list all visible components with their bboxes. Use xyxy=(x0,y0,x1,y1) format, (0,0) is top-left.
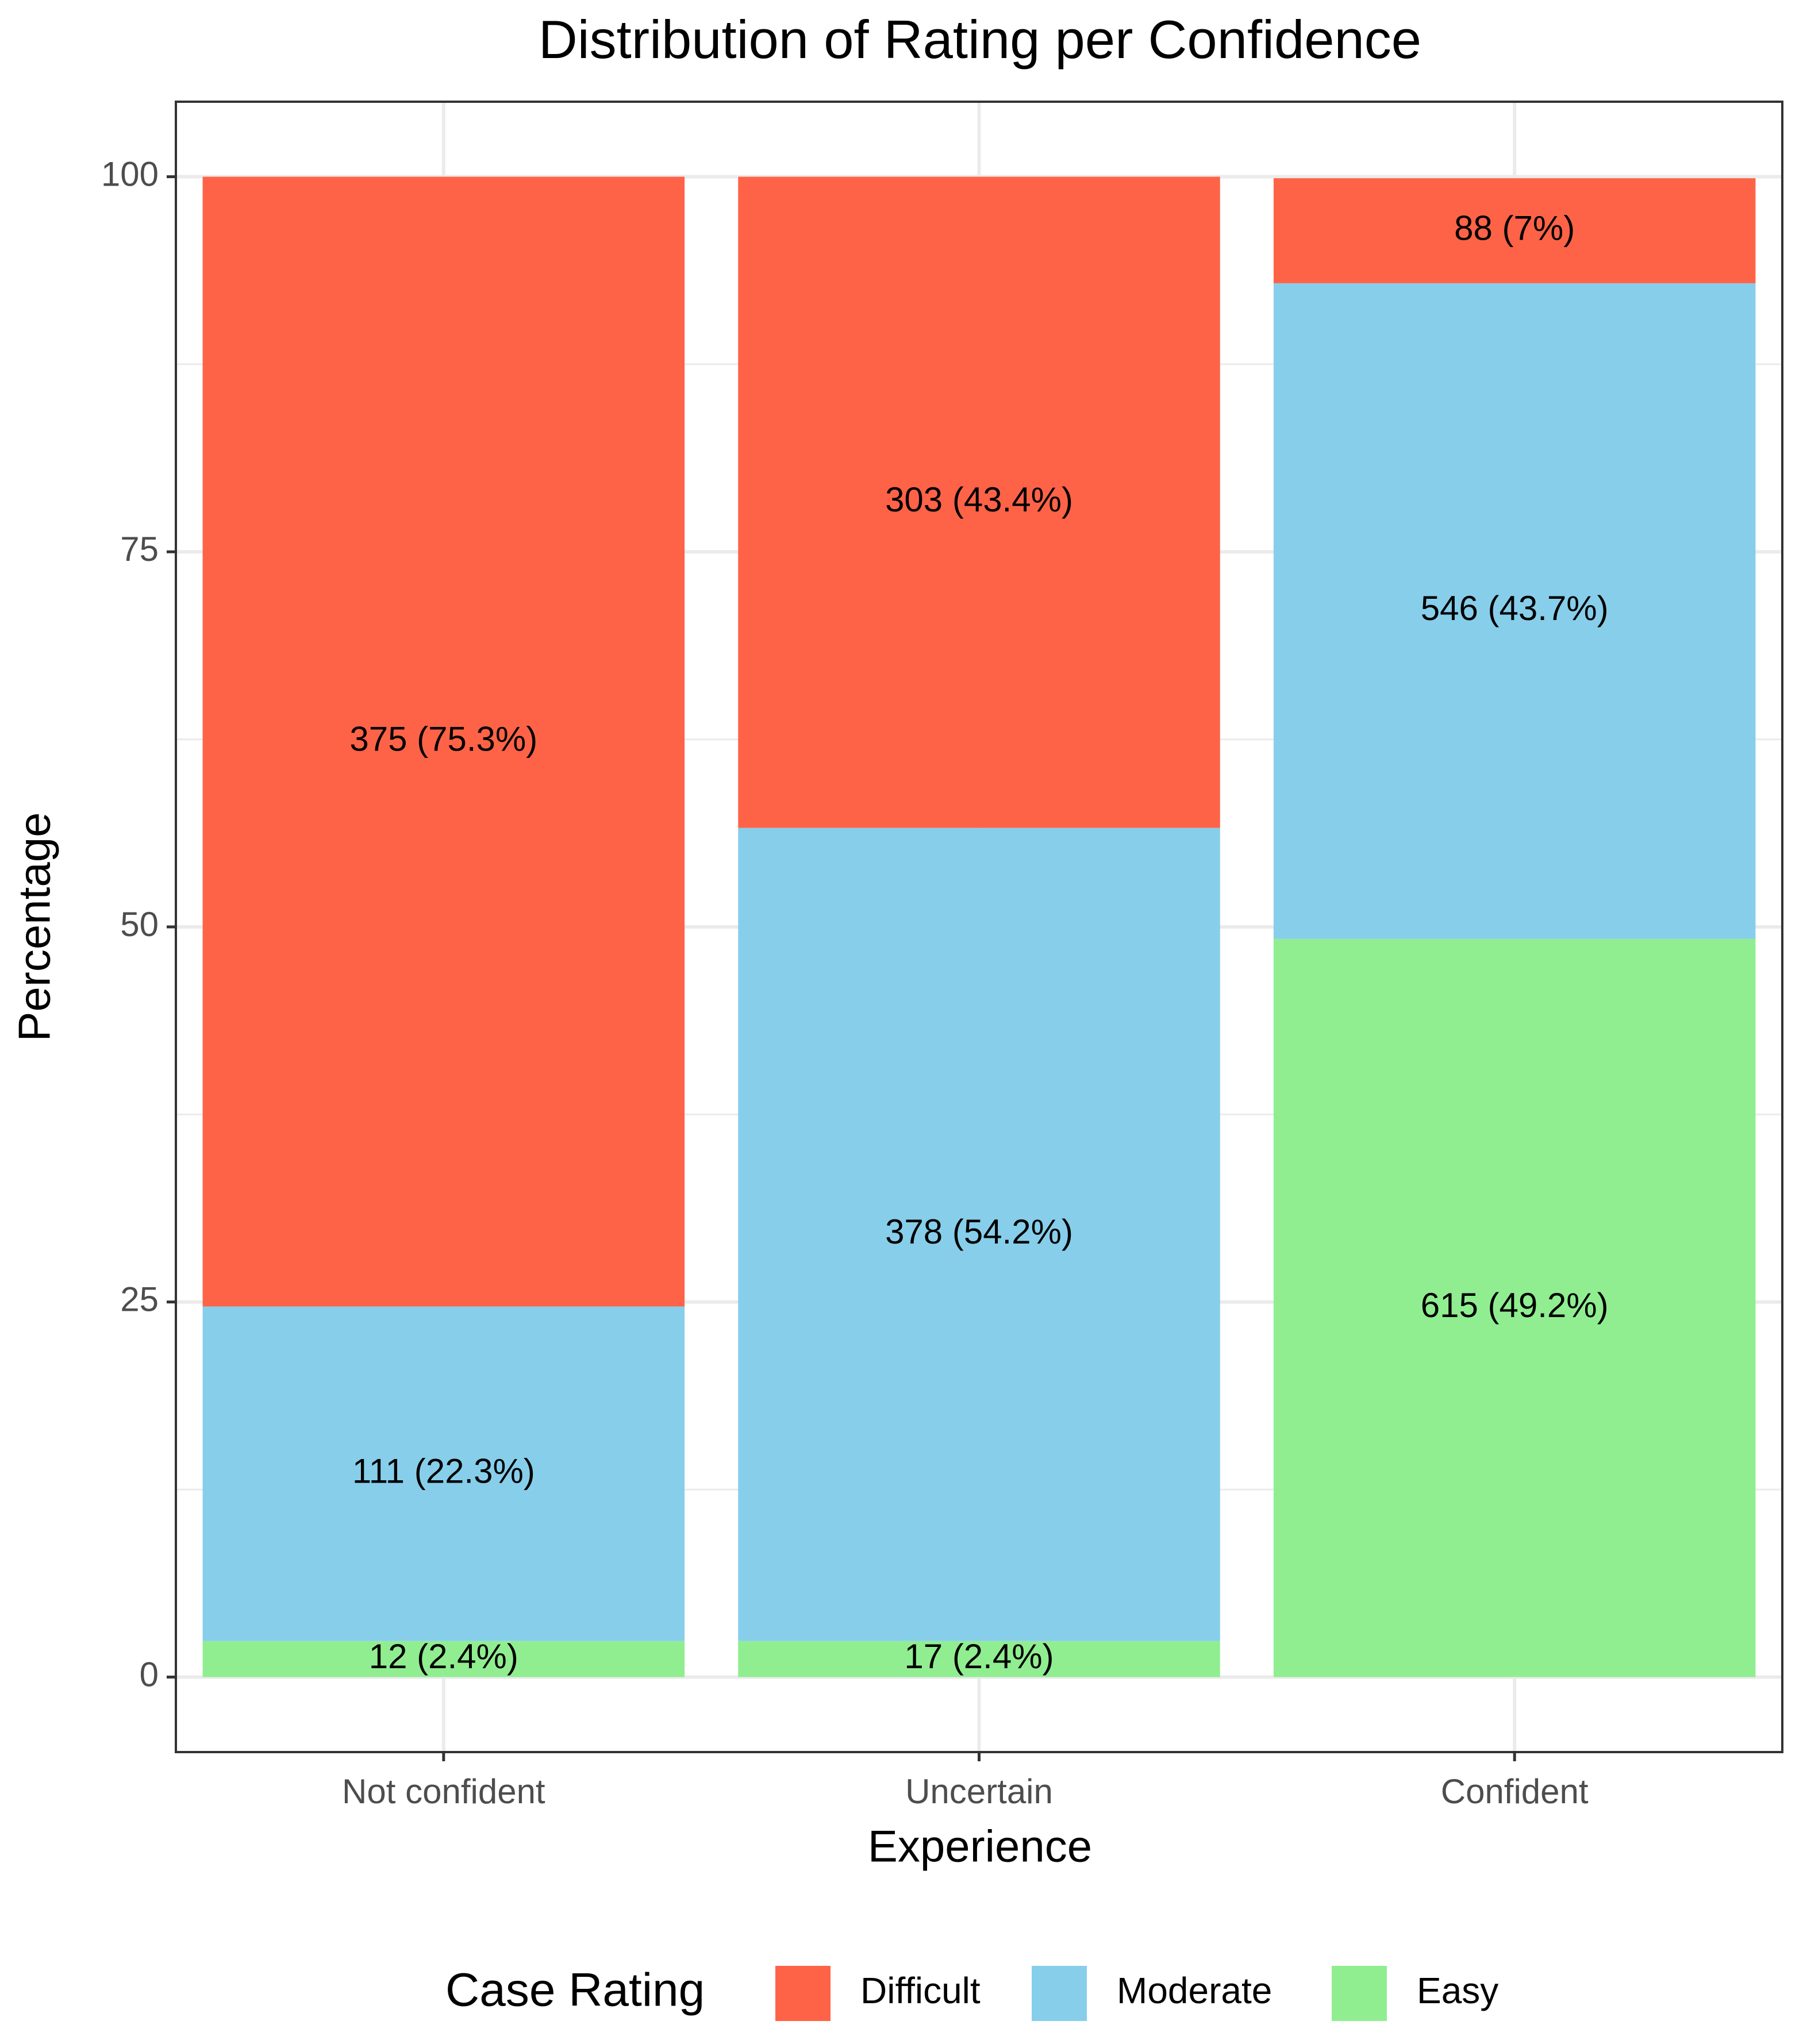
legend-key xyxy=(1032,1966,1087,2021)
legend-key xyxy=(1332,1966,1387,2021)
y-tick-label: 75 xyxy=(120,530,159,568)
chart-title: Distribution of Rating per Confidence xyxy=(539,9,1421,70)
legend-label: Moderate xyxy=(1117,1970,1272,2011)
bar-segment xyxy=(202,1306,685,1641)
data-label: 17 (2.4%) xyxy=(904,1637,1054,1676)
bar-segment xyxy=(738,827,1220,1641)
bar-segment xyxy=(202,1641,685,1677)
data-label: 88 (7%) xyxy=(1454,209,1575,247)
bar-segment xyxy=(1273,178,1756,283)
bar-segment xyxy=(1273,283,1756,939)
x-tick-label: Not confident xyxy=(342,1772,545,1811)
x-tick-label: Confident xyxy=(1441,1772,1589,1811)
data-label: 378 (54.2%) xyxy=(885,1212,1073,1251)
legend-label: Easy xyxy=(1417,1970,1498,2011)
data-label: 12 (2.4%) xyxy=(369,1637,518,1676)
bar-segment xyxy=(738,1641,1220,1677)
data-label: 303 (43.4%) xyxy=(885,480,1073,519)
data-label: 111 (22.3%) xyxy=(352,1452,535,1491)
data-label: 615 (49.2%) xyxy=(1421,1286,1609,1325)
y-tick-label: 100 xyxy=(101,155,159,193)
bar-segment xyxy=(738,176,1220,828)
data-label: 375 (75.3%) xyxy=(349,719,537,758)
x-tick-label: Uncertain xyxy=(905,1772,1053,1811)
x-axis-title: Experience xyxy=(868,1821,1092,1872)
legend-label: Difficult xyxy=(860,1970,981,2011)
y-tick-label: 50 xyxy=(120,905,159,944)
legend-title: Case Rating xyxy=(445,1964,705,2016)
y-tick-label: 25 xyxy=(120,1280,159,1319)
bar-segment xyxy=(1273,938,1756,1677)
y-tick-label: 0 xyxy=(140,1655,159,1693)
legend-key xyxy=(775,1966,831,2021)
y-axis-title: Percentage xyxy=(9,813,60,1042)
bar-segment xyxy=(202,176,685,1307)
data-label: 546 (43.7%) xyxy=(1421,589,1609,628)
